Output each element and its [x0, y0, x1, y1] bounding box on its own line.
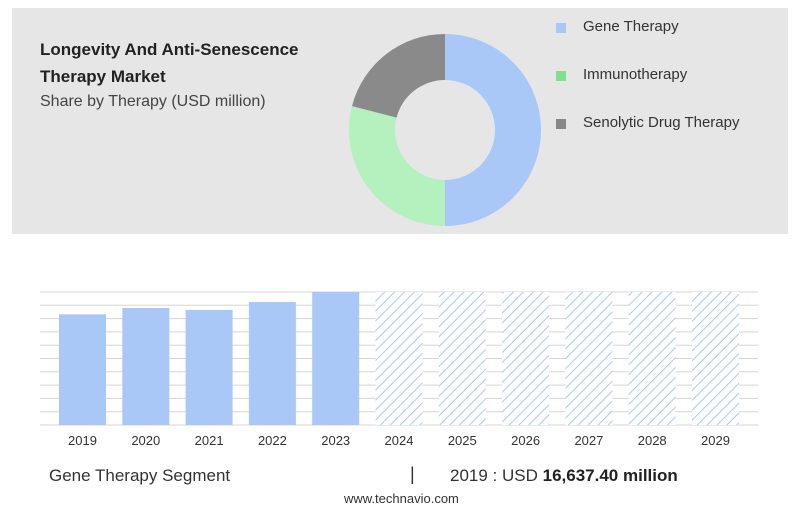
bars: [59, 292, 739, 425]
bar-2023: [312, 292, 360, 425]
legend-swatch-senolytic: [556, 119, 566, 129]
title-line-1: Longevity And Anti-Senescence: [40, 40, 299, 59]
x-tick-label: 2021: [195, 433, 224, 448]
segment-value: 2019 : USD 16,637.40 million: [450, 466, 678, 486]
legend-swatch-immunotherapy: [556, 71, 566, 81]
x-tick-label: 2022: [258, 433, 287, 448]
legend-swatch-gene-therapy: [556, 23, 566, 33]
x-tick-label: 2026: [511, 433, 540, 448]
donut-slice-senolytic-drug-therapy: [352, 34, 445, 118]
x-tick-label: 2025: [448, 433, 477, 448]
chart-title: Longevity And Anti-Senescence Therapy Ma…: [40, 36, 360, 90]
legend-label: Immunotherapy: [583, 66, 688, 83]
x-tick-label: 2029: [701, 433, 730, 448]
bar-2019: [59, 314, 106, 425]
bar-2029: [692, 292, 739, 425]
chart-subtitle: Share by Therapy (USD million): [40, 93, 266, 110]
bar-2021: [185, 309, 233, 425]
x-axis-ticks: 2019 2020 2021 2022 2023 2024 2025 2026 2027 2028…: [68, 433, 730, 448]
bar-chart: 2019 2020 2021 2022 2023 2024 2025 2026 2027 2028…: [40, 291, 758, 448]
x-tick-label: 2024: [385, 433, 414, 448]
legend-label: Senolytic Drug Therapy: [583, 114, 740, 131]
x-tick-label: 2020: [131, 433, 160, 448]
donut-slice-gene-therapy: [445, 34, 541, 226]
donut-slice-immunotherapy: [349, 106, 445, 226]
bar-2027: [565, 292, 613, 425]
bar-2020: [122, 307, 170, 425]
x-tick-label: 2019: [68, 433, 97, 448]
legend-label: Gene Therapy: [583, 18, 679, 35]
bar-2024: [375, 292, 423, 425]
x-tick-label: 2027: [574, 433, 603, 448]
title-line-2: Therapy Market: [40, 67, 166, 86]
bar-2025: [438, 292, 486, 425]
bar-2022: [248, 301, 296, 425]
segment-value-amount: 16,637.40 million: [542, 466, 678, 485]
segment-label: Gene Therapy Segment: [49, 466, 231, 485]
segment-value-prefix: 2019 : USD: [450, 466, 538, 485]
bar-2026: [502, 292, 550, 425]
source-site: www.technavio.com: [344, 491, 459, 506]
x-tick-label: 2023: [321, 433, 350, 448]
footer-separator: |: [410, 464, 415, 484]
donut-chart: [349, 34, 541, 226]
bar-2028: [628, 292, 676, 425]
x-tick-label: 2028: [638, 433, 667, 448]
